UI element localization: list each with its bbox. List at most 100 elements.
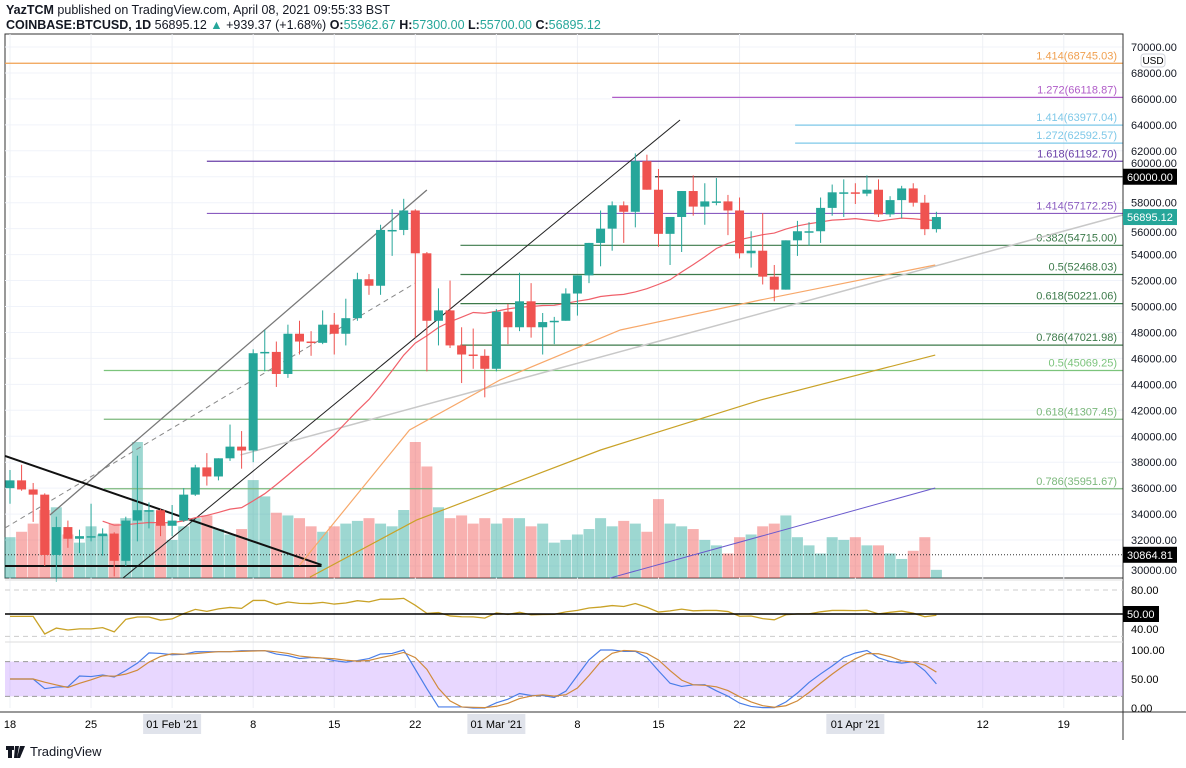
candle-body — [874, 189, 883, 215]
candle — [433, 288, 443, 346]
candle — [653, 168, 663, 247]
candle — [711, 178, 721, 206]
candle-body — [248, 353, 258, 451]
volume-bar — [757, 526, 769, 578]
candle-body — [561, 293, 571, 321]
stoch-axis-label: 100.00 — [1131, 645, 1165, 657]
candle-body — [156, 510, 166, 526]
candle — [98, 528, 108, 556]
candle — [688, 175, 698, 216]
price-axis-label: 64000.00 — [1131, 120, 1177, 132]
volume-bar — [305, 526, 317, 578]
candle — [769, 264, 779, 302]
candle — [399, 198, 409, 236]
time-axis-label: 8 — [250, 719, 256, 731]
candle-body — [723, 201, 733, 211]
fib-level-label: 0.5(52468.03) — [1049, 261, 1118, 273]
high-label: H: — [399, 18, 413, 32]
volume-bar — [896, 558, 908, 578]
candle — [468, 328, 478, 369]
volume-bar — [282, 515, 294, 578]
candle — [908, 183, 918, 207]
candle — [561, 288, 571, 321]
volume-bar — [97, 534, 109, 578]
candle-body — [225, 446, 235, 459]
volume-bar — [525, 526, 537, 578]
candle-body — [816, 207, 826, 232]
candle-body — [630, 161, 640, 212]
tradingview-logo[interactable]: TradingView — [6, 744, 102, 759]
volume-bar — [375, 523, 387, 578]
open-value: 55962.67 — [343, 18, 396, 32]
candle-body — [17, 480, 27, 490]
candle-body — [51, 527, 61, 555]
candle — [827, 184, 837, 216]
candle-body — [144, 510, 154, 512]
candle — [167, 505, 177, 537]
candle — [746, 231, 756, 268]
candle — [410, 209, 420, 338]
publish-text: published on TradingView.com, April 08, … — [57, 3, 391, 17]
candle-body — [850, 192, 860, 194]
volume-bar — [791, 537, 803, 578]
candle — [480, 349, 490, 398]
volume-bar — [514, 518, 526, 578]
fib-level-label: 1.272(62592.57) — [1036, 130, 1117, 142]
candle-body — [28, 489, 38, 495]
candle — [445, 280, 455, 349]
price-chart[interactable]: 1.414(68745.03) 1.272(66118.87) 1.414(6397… — [0, 0, 1186, 740]
volume-bar — [803, 545, 815, 578]
time-axis-label: 22 — [733, 719, 745, 731]
candle-body — [920, 202, 930, 230]
volume-bar — [490, 523, 502, 578]
trend-line-channel-upper — [49, 189, 428, 516]
candle — [607, 201, 617, 251]
volume-bar — [432, 507, 444, 578]
time-axis-label: 01 Apr '21 — [831, 719, 880, 731]
candle — [538, 312, 548, 355]
candle-body — [5, 480, 15, 489]
volume-bar — [294, 518, 305, 578]
candle — [874, 179, 883, 217]
candle — [549, 316, 559, 345]
low-label: L: — [468, 18, 480, 32]
candle — [109, 532, 119, 577]
stoch-axis-label: 50.00 — [1131, 674, 1159, 686]
price-axis-label: 52000.00 — [1131, 276, 1177, 288]
time-axis-label: 12 — [977, 719, 989, 731]
volume-bar — [259, 496, 271, 578]
volume-bar — [317, 531, 329, 578]
volume-bar — [155, 523, 167, 578]
candle — [584, 242, 594, 284]
volume-bar — [201, 515, 213, 578]
candle — [619, 201, 629, 243]
candle-body — [167, 520, 177, 526]
volume-bar — [838, 539, 850, 578]
candle-body — [503, 311, 513, 328]
currency-label: USD — [1142, 56, 1163, 67]
candle — [318, 310, 328, 345]
volume-bar — [699, 539, 711, 578]
candle-body — [665, 216, 675, 234]
candle — [179, 488, 189, 522]
close-value: 56895.12 — [548, 18, 601, 32]
candle-body — [457, 345, 467, 355]
price-axis-label: 50000.00 — [1131, 302, 1177, 314]
publish-info: YazTCM published on TradingView.com, Apr… — [6, 3, 390, 17]
candle-body — [538, 322, 548, 328]
candle — [804, 222, 814, 246]
candle-body — [642, 161, 652, 190]
candle-body — [491, 311, 501, 369]
rsi-axis-label: 40.00 — [1131, 624, 1159, 636]
volume-bar — [849, 537, 861, 578]
candle-body — [86, 536, 96, 538]
author[interactable]: YazTCM — [6, 3, 54, 17]
volume-bar — [212, 529, 224, 578]
candle — [144, 502, 154, 529]
volume-bar — [166, 539, 178, 578]
time-axis-highlight — [143, 714, 202, 734]
currency-button[interactable] — [1140, 53, 1166, 68]
symbol-info: COINBASE:BTCUSD, 1D 56895.12 ▲ +939.37 (… — [6, 18, 601, 32]
time-axis-highlight — [467, 714, 526, 734]
volume-bar — [479, 518, 491, 578]
